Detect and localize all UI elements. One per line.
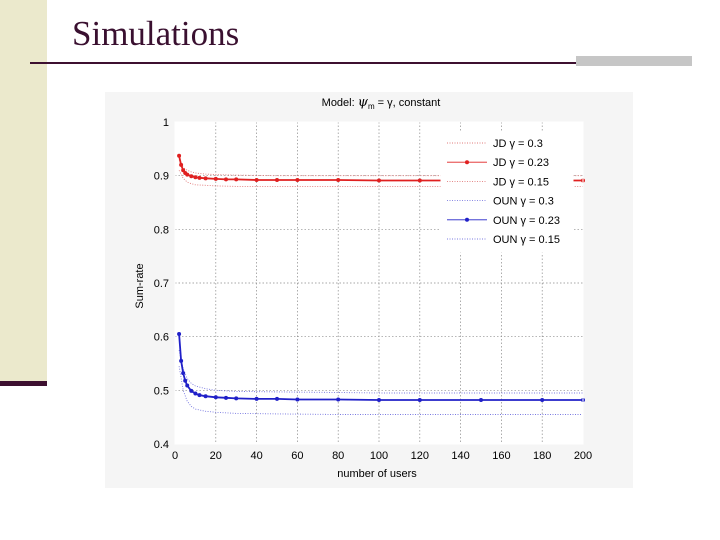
series-point [179,162,184,167]
series-line [178,159,583,177]
x-tick-label: 140 [451,450,469,462]
series-point [295,397,300,402]
series-point [203,394,208,399]
legend-box [440,130,574,253]
x-tick-label: 200 [574,450,592,462]
y-tick-label: 0.5 [154,385,169,397]
series-point [181,371,186,376]
x-tick-label: 180 [533,450,551,462]
series-point [234,177,239,182]
axes-frame [174,121,584,445]
series-point [177,153,182,158]
series-point [295,177,300,182]
series-point [224,177,228,182]
series-point [377,178,381,183]
series-point [224,395,228,400]
series-point [213,395,218,400]
sum-rate-chart: Model: ψm = γ, constant number of users … [134,95,592,480]
side-accent-bar [0,0,47,384]
y-tick-label: 0.7 [154,278,169,290]
series-point [275,177,279,182]
series-point [254,177,259,182]
series-point [213,176,218,181]
y-tick-label: 0.6 [154,332,169,344]
series-point [197,393,202,398]
y-tick-label: 1 [163,117,169,129]
series-point [193,391,198,396]
series-point [377,397,381,402]
series-point [193,175,198,180]
y-axis-label: Sum-rate [134,263,146,308]
x-tick-label: 0 [172,450,178,462]
x-axis-label: number of users [337,468,417,480]
chart-title: Model: ψm = γ, constant [322,95,441,111]
series-point [189,388,194,393]
series-point [417,178,422,183]
series-point [254,396,259,401]
legend-entry: OUN γ = 0.23 [493,215,560,227]
x-tick-label: 80 [332,450,344,462]
series-point [275,396,279,401]
plot-panel: Model: ψm = γ, constant number of users … [105,92,633,488]
legend-entry: OUN γ = 0.15 [493,234,560,246]
x-tick-label: 160 [492,450,510,462]
series-point [179,358,184,363]
series-point [336,397,341,402]
legend-entry: OUN γ = 0.3 [493,196,554,208]
legend-entry: JD γ = 0.15 [493,176,549,188]
series-point [189,174,194,179]
title-rule-accent [576,56,692,66]
y-tick-label: 0.9 [154,171,169,183]
slide-title: Simulations [72,14,240,53]
series-point [479,397,483,402]
series-point [417,397,422,402]
title-rule [30,62,665,64]
series-point [203,176,208,181]
y-tick-label: 0.4 [154,439,169,451]
y-tick-label: 0.8 [154,224,169,236]
x-tick-label: 120 [411,450,429,462]
series-point [336,177,341,182]
series-point [540,397,545,402]
x-tick-label: 20 [210,450,222,462]
legend-marker [465,160,469,165]
series-point [177,331,182,336]
series-point [234,396,239,401]
series-point [197,175,202,180]
series-point [183,378,188,383]
legend-entry: JD γ = 0.3 [493,138,543,150]
legend-entry: JD γ = 0.23 [493,157,549,169]
x-tick-label: 40 [250,450,262,462]
x-tick-label: 100 [370,450,388,462]
series-line [178,366,583,415]
legend-marker [465,217,469,222]
x-tick-label: 60 [291,450,303,462]
series-line [178,350,583,394]
series-point [185,383,190,388]
side-accent-edge [0,381,47,386]
series-point [185,172,190,177]
